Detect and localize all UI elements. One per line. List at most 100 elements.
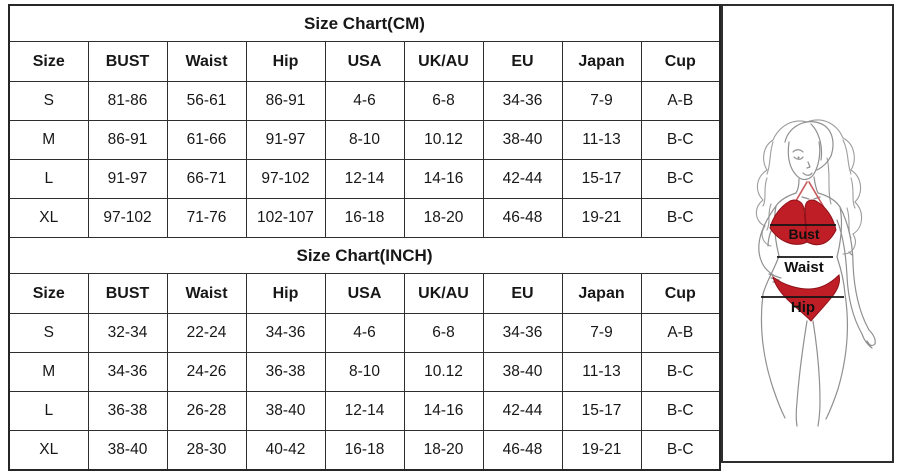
value-cell: B-C xyxy=(640,159,721,199)
value-cell: 34-36 xyxy=(482,313,563,353)
value-cell: 42-44 xyxy=(482,391,563,431)
column-header: BUST xyxy=(87,273,168,314)
column-header: Cup xyxy=(640,41,721,82)
table-row: L 91-97 66-71 97-102 12-14 14-16 42-44 15-17 B-C xyxy=(8,159,721,199)
value-cell: B-C xyxy=(640,198,721,238)
value-cell: 38-40 xyxy=(482,120,563,160)
column-header: USA xyxy=(324,273,405,314)
column-header: UK/AU xyxy=(403,41,484,82)
column-header: EU xyxy=(482,273,563,314)
value-cell: B-C xyxy=(640,120,721,160)
column-header: Size xyxy=(8,41,89,82)
value-cell: 14-16 xyxy=(403,159,484,199)
value-cell: 14-16 xyxy=(403,391,484,431)
waist-label: Waist xyxy=(784,259,823,276)
value-cell: 26-28 xyxy=(166,391,247,431)
value-cell: 86-91 xyxy=(245,81,326,121)
column-header: Hip xyxy=(245,273,326,314)
column-header: Waist xyxy=(166,273,247,314)
size-cell: M xyxy=(8,120,89,160)
table-row: XL 38-40 28-30 40-42 16-18 18-20 46-48 19-21 B-C xyxy=(8,430,721,471)
column-header: Waist xyxy=(166,41,247,82)
value-cell: 16-18 xyxy=(324,198,405,238)
value-cell: 6-8 xyxy=(403,81,484,121)
value-cell: 19-21 xyxy=(561,430,642,471)
table-row: L 36-38 26-28 38-40 12-14 14-16 42-44 15-17 B-C xyxy=(8,391,721,431)
value-cell: 10.12 xyxy=(403,120,484,160)
value-cell: 102-107 xyxy=(245,198,326,238)
face-illustration xyxy=(784,121,834,181)
value-cell: 34-36 xyxy=(482,81,563,121)
table-row: S 32-34 22-24 34-36 4-6 6-8 34-36 7-9 A-B xyxy=(8,313,721,353)
column-header: Size xyxy=(8,273,89,314)
value-cell: 11-13 xyxy=(561,120,642,160)
measurement-figure-illustration: Bust Waist Hip xyxy=(755,119,876,427)
value-cell: 11-13 xyxy=(561,352,642,392)
value-cell: 24-26 xyxy=(166,352,247,392)
value-cell: 71-76 xyxy=(166,198,247,238)
table-row: M 34-36 24-26 36-38 8-10 10.12 38-40 11-13 B-C xyxy=(8,352,721,392)
column-header: BUST xyxy=(87,41,168,82)
value-cell: 19-21 xyxy=(561,198,642,238)
value-cell: 10.12 xyxy=(403,352,484,392)
value-cell: B-C xyxy=(640,430,721,471)
value-cell: A-B xyxy=(640,81,721,121)
value-cell: B-C xyxy=(640,352,721,392)
value-cell: 8-10 xyxy=(324,120,405,160)
value-cell: 42-44 xyxy=(482,159,563,199)
column-header: USA xyxy=(324,41,405,82)
size-chart-table: Size Chart(CM) Size BUST Waist Hip USA UK/AU EU… xyxy=(8,4,721,471)
bust-label: Bust xyxy=(788,226,819,242)
hip-label: Hip xyxy=(791,299,815,316)
size-cell: XL xyxy=(8,198,89,238)
measurement-lines: Bust Waist Hip xyxy=(761,224,844,316)
table-title: Size Chart(INCH) xyxy=(8,237,721,274)
table-row: XL 97-102 71-76 102-107 16-18 18-20 46-48 19-21… xyxy=(8,198,721,238)
value-cell: 86-91 xyxy=(87,120,168,160)
value-cell: 34-36 xyxy=(87,352,168,392)
value-cell: 81-86 xyxy=(87,81,168,121)
value-cell: 18-20 xyxy=(403,430,484,471)
value-cell: 91-97 xyxy=(245,120,326,160)
value-cell: A-B xyxy=(640,313,721,353)
column-header: Japan xyxy=(561,273,642,314)
value-cell: 7-9 xyxy=(561,313,642,353)
value-cell: 6-8 xyxy=(403,313,484,353)
value-cell: 32-34 xyxy=(87,313,168,353)
table-title: Size Chart(CM) xyxy=(8,4,721,42)
size-cell: M xyxy=(8,352,89,392)
value-cell: 97-102 xyxy=(87,198,168,238)
value-cell: 66-71 xyxy=(166,159,247,199)
measurement-figure-panel: Bust Waist Hip xyxy=(721,4,894,463)
value-cell: 38-40 xyxy=(245,391,326,431)
column-header: UK/AU xyxy=(403,273,484,314)
table-row: S 81-86 56-61 86-91 4-6 6-8 34-36 7-9 A-B xyxy=(8,81,721,121)
value-cell: 12-14 xyxy=(324,159,405,199)
value-cell: 12-14 xyxy=(324,391,405,431)
size-cell: S xyxy=(8,81,89,121)
size-cell: XL xyxy=(8,430,89,471)
column-header: Cup xyxy=(640,273,721,314)
column-header: Hip xyxy=(245,41,326,82)
value-cell: 38-40 xyxy=(482,352,563,392)
value-cell: 40-42 xyxy=(245,430,326,471)
bikini-illustration xyxy=(769,181,840,322)
header-row: Size BUST Waist Hip USA UK/AU EU Japan Cup xyxy=(8,41,721,82)
value-cell: 8-10 xyxy=(324,352,405,392)
value-cell: 7-9 xyxy=(561,81,642,121)
size-cell: L xyxy=(8,159,89,199)
column-header: EU xyxy=(482,41,563,82)
value-cell: 15-17 xyxy=(561,391,642,431)
value-cell: 36-38 xyxy=(245,352,326,392)
value-cell: B-C xyxy=(640,391,721,431)
value-cell: 97-102 xyxy=(245,159,326,199)
size-cell: L xyxy=(8,391,89,431)
value-cell: 28-30 xyxy=(166,430,247,471)
value-cell: 22-24 xyxy=(166,313,247,353)
header-row: Size BUST Waist Hip USA UK/AU EU Japan Cup xyxy=(8,273,721,314)
value-cell: 61-66 xyxy=(166,120,247,160)
value-cell: 34-36 xyxy=(245,313,326,353)
body-illustration xyxy=(758,176,876,427)
value-cell: 91-97 xyxy=(87,159,168,199)
value-cell: 36-38 xyxy=(87,391,168,431)
